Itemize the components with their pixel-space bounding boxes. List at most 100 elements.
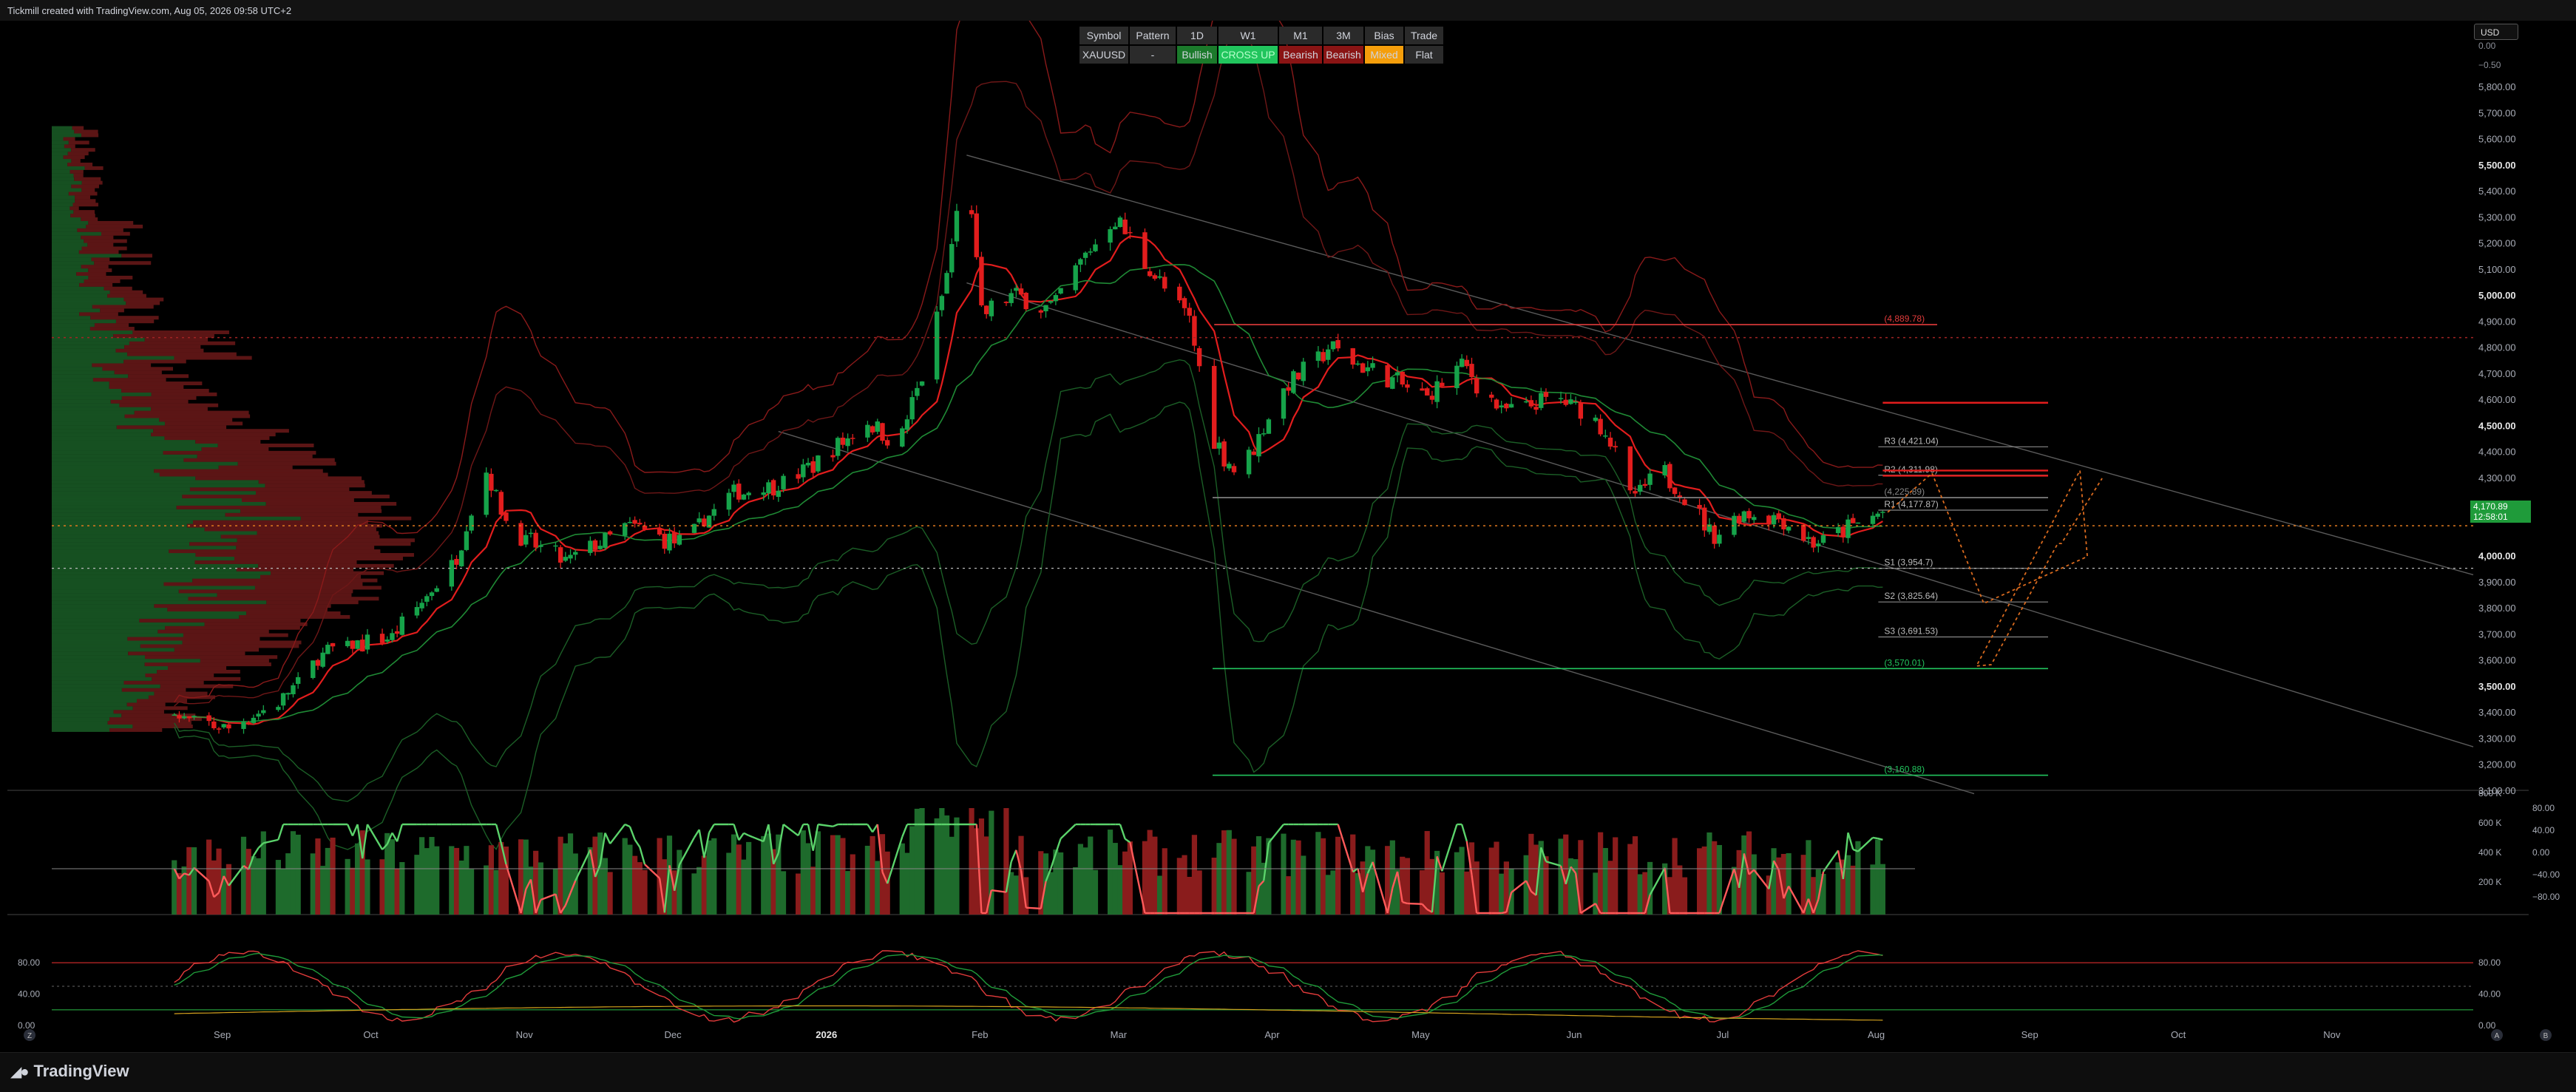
vp-bar-buy [52,469,155,473]
vp-bar-sell [139,618,301,623]
candle-body [1227,464,1232,469]
axis-button [24,1029,35,1041]
volume-bar [637,862,643,915]
candle-body [454,559,459,565]
volume-bar [1369,849,1376,915]
candle-body [1261,433,1267,435]
volume-bar [1567,858,1574,915]
momentum-line [1580,903,1596,915]
candle-body [379,634,385,643]
vp-bar-buy [52,509,241,513]
vp-bar-buy [52,538,237,543]
time-axis-label: Sep [2021,1029,2038,1040]
candle-body [1142,232,1148,269]
momentum-line [1570,866,1577,874]
vp-bar-buy [52,137,64,141]
price-axis-tick: 4,500.00 [2478,420,2516,431]
volume-bar [1107,830,1114,915]
vp-bar-sell [195,476,362,481]
volume-bar [523,839,529,915]
vp-bar-sell [73,173,84,177]
volume-bar [1454,852,1460,915]
momentum-axis-tick: 40.00 [2532,825,2555,835]
vp-bar-sell [168,666,227,671]
momentum-line [217,875,225,893]
vp-bar-buy [52,301,126,305]
momentum-line [391,832,399,842]
vp-bar-buy [52,352,128,356]
volume-bar [1647,861,1653,915]
vp-bar-sell [116,425,227,430]
candle-body [1563,399,1568,405]
vp-bar-buy [52,625,166,630]
vp-bar-sell [154,604,331,608]
volume-bar [741,859,747,915]
price-axis-tick: 5,400.00 [2478,186,2516,197]
vp-bar-buy [52,604,155,608]
vp-bar-buy [52,717,110,722]
time-axis-label: Sep [214,1029,231,1040]
volume-bar [1281,833,1287,915]
vp-bar-buy [52,465,219,469]
volume-bar [879,834,886,915]
volume-bar [255,858,262,915]
vp-bar-buy [52,195,75,200]
candle-body [563,557,569,561]
vp-bar-sell [183,458,335,462]
vp-bar-sell [160,684,234,688]
momentum-line [609,824,626,844]
vp-bar-buy [52,680,124,685]
candle-body [1295,373,1301,380]
candle-body [761,492,766,495]
level-label: (4,225.89) [1884,486,1925,497]
volume-bar [796,873,801,915]
momentum-line [1733,868,1741,889]
volume-bar [320,866,326,915]
candle-body [291,685,296,695]
candle-body [1113,226,1118,230]
momentum-line [743,832,750,837]
vp-bar-buy [52,618,140,623]
volume-bar [394,868,400,915]
vp-bar-sell [102,367,173,371]
candle-body [1152,275,1158,279]
candle-body [657,529,662,535]
candle-body [746,492,751,495]
vp-bar-sell [71,148,95,152]
volume-bar [776,834,782,915]
volume-bar [1613,837,1619,915]
volume-bar [1127,841,1133,915]
momentum-line [1407,902,1423,905]
chart-stage[interactable]: (4,889.78) R3 (4,421.04) R2 (4,311.98) (4,2… [0,0,2576,1052]
volume-bar [275,860,281,915]
vp-bar-sell [100,308,124,313]
tradingview-logo[interactable]: ◢● TradingView [10,1062,129,1081]
vp-bar-buy [52,257,92,262]
volume-bar [1088,836,1094,915]
vp-bar-buy [52,206,70,211]
volume-bar [424,848,430,915]
candle-body [1330,341,1336,350]
volume-bar [453,847,460,915]
candle-body [1528,400,1534,407]
price-chart-svg[interactable]: (4,889.78) R3 (4,421.04) R2 (4,311.98) (4,2… [0,0,2576,1052]
currency-selector[interactable]: USD [2474,24,2518,40]
momentum-line [1026,906,1041,910]
volume-bar [216,848,222,915]
price-axis-tick: 3,500.00 [2478,681,2516,692]
vp-bar-buy [52,290,110,294]
footer-bar: ◢● TradingView [0,1052,2576,1092]
candle-body [1568,399,1573,404]
momentum-line [901,824,909,838]
price-axis-tick: 5,800.00 [2478,81,2516,92]
stoch-signal-line [174,1005,1883,1021]
channel-mid-line [966,282,2474,747]
vp-bar-sell [127,352,237,356]
candle-body [816,455,821,472]
vp-bar-buy [52,447,202,451]
volume-bar [830,835,836,915]
candle-body [1736,515,1742,523]
volume-bar [399,862,405,915]
candle-body [1459,359,1465,367]
candle-body [399,616,405,635]
